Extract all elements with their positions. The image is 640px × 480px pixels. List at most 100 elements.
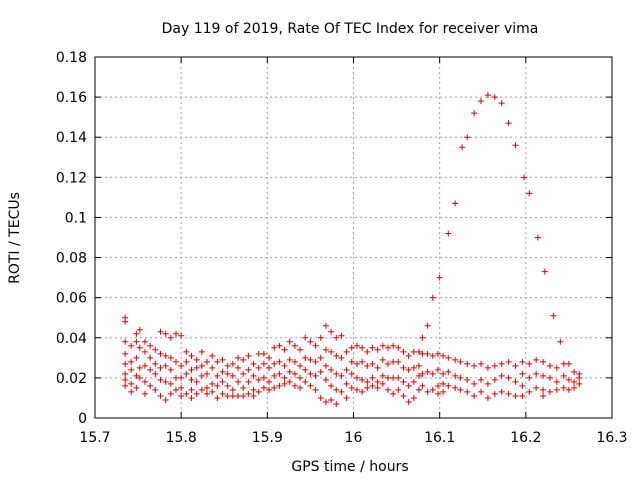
- data-point: [276, 382, 283, 389]
- y-tick-label: 0.12: [56, 170, 87, 186]
- data-point: [297, 346, 304, 353]
- data-point: [519, 382, 526, 389]
- data-point: [395, 386, 402, 393]
- data-point: [183, 358, 190, 365]
- data-point: [445, 354, 452, 361]
- data-point: [410, 364, 417, 371]
- data-point: [434, 382, 441, 389]
- data-point: [136, 326, 143, 333]
- data-point: [157, 350, 164, 357]
- data-point: [229, 372, 236, 379]
- y-tick-label: 0.08: [56, 251, 87, 267]
- data-point: [565, 376, 572, 383]
- data-point: [122, 370, 129, 377]
- data-point: [240, 370, 247, 377]
- data-point: [343, 380, 350, 387]
- data-point: [328, 382, 335, 389]
- data-point: [122, 350, 129, 357]
- data-point: [250, 360, 257, 367]
- data-point: [348, 370, 355, 377]
- data-point: [565, 360, 572, 367]
- data-point: [188, 366, 195, 373]
- data-point: [172, 386, 179, 393]
- data-point: [255, 364, 262, 371]
- data-point: [328, 328, 335, 335]
- data-point: [333, 400, 340, 407]
- data-point: [193, 390, 200, 397]
- data-point: [369, 344, 376, 351]
- data-point: [122, 376, 129, 383]
- data-point: [198, 362, 205, 369]
- data-point: [307, 370, 314, 377]
- data-point: [369, 374, 376, 381]
- data-point: [172, 358, 179, 365]
- data-point: [141, 362, 148, 369]
- data-point: [478, 388, 485, 395]
- data-point: [172, 330, 179, 337]
- data-point: [291, 370, 298, 377]
- data-point: [560, 384, 567, 391]
- data-point: [188, 376, 195, 383]
- data-point: [286, 378, 293, 385]
- data-point: [390, 390, 397, 397]
- data-point: [400, 378, 407, 385]
- data-point: [133, 372, 140, 379]
- data-point: [452, 384, 459, 391]
- data-point: [526, 190, 533, 197]
- data-point: [183, 390, 190, 397]
- data-point: [147, 382, 154, 389]
- data-point: [364, 384, 371, 391]
- data-point: [415, 348, 422, 355]
- data-point: [384, 386, 391, 393]
- data-point: [291, 382, 298, 389]
- data-point: [333, 352, 340, 359]
- data-point: [312, 358, 319, 365]
- data-point: [224, 392, 231, 399]
- data-point: [276, 358, 283, 365]
- data-point: [291, 358, 298, 365]
- data-point: [429, 294, 436, 301]
- data-point: [565, 386, 572, 393]
- data-point: [141, 390, 148, 397]
- data-point: [576, 374, 583, 381]
- data-point: [526, 388, 533, 395]
- data-point: [471, 110, 478, 117]
- data-point: [302, 334, 309, 341]
- data-point: [457, 358, 464, 365]
- data-point: [255, 350, 262, 357]
- data-point: [534, 234, 541, 241]
- data-point: [343, 348, 350, 355]
- data-point: [219, 368, 226, 375]
- data-point: [188, 352, 195, 359]
- data-point: [209, 352, 216, 359]
- data-point: [317, 394, 324, 401]
- data-point: [419, 334, 426, 341]
- y-tick-label: 0.04: [56, 331, 87, 347]
- data-point: [141, 348, 148, 355]
- data-point: [224, 370, 231, 377]
- data-point: [328, 348, 335, 355]
- data-point: [178, 392, 185, 399]
- data-point: [424, 388, 431, 395]
- data-point: [193, 364, 200, 371]
- data-point: [498, 388, 505, 395]
- data-point: [471, 380, 478, 387]
- data-point: [312, 386, 319, 393]
- data-point: [297, 362, 304, 369]
- data-point: [419, 382, 426, 389]
- data-point: [286, 338, 293, 345]
- data-point: [519, 370, 526, 377]
- data-point: [338, 332, 345, 339]
- data-point: [307, 356, 314, 363]
- data-point: [471, 392, 478, 399]
- data-point: [167, 390, 174, 397]
- data-point: [364, 348, 371, 355]
- data-point: [478, 98, 485, 105]
- data-point: [505, 120, 512, 127]
- data-point: [512, 392, 519, 399]
- data-point: [204, 358, 211, 365]
- data-point: [167, 334, 174, 341]
- data-point: [188, 394, 195, 401]
- data-point: [364, 362, 371, 369]
- data-point: [281, 346, 288, 353]
